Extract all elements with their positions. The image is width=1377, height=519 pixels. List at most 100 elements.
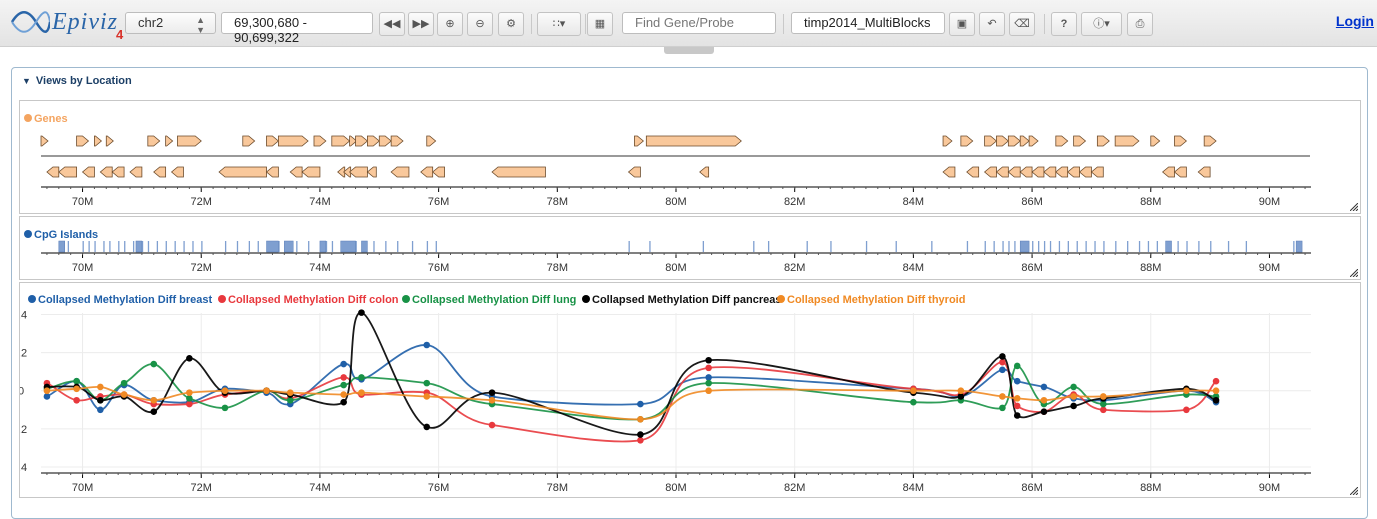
undo-icon: ↶	[987, 18, 997, 30]
data-point	[340, 381, 347, 389]
delete-workspace-button[interactable]: ⌫	[1009, 12, 1035, 36]
select-arrow-icon: ▲ ▼	[196, 15, 205, 35]
data-point	[637, 416, 644, 423]
login-link[interactable]: Login	[1335, 13, 1374, 29]
gene-shape	[313, 135, 327, 147]
gene-shape	[1031, 166, 1045, 178]
cpg-island	[385, 241, 387, 252]
x-tick-label: 84M	[903, 196, 924, 208]
cpg-island-wide	[58, 240, 65, 253]
genes-track-panel: 70M 72M 74M 76M 78M 80M 82M 84M 86M 88M 90M Genes	[19, 100, 1361, 214]
revert-button[interactable]: ↶	[979, 12, 1005, 36]
settings-button[interactable]: ⚙	[498, 12, 524, 36]
cpg-island	[88, 241, 90, 252]
data-point	[637, 431, 644, 438]
cpg-island	[1198, 241, 1200, 252]
gene-shape	[218, 166, 267, 178]
chromosome-select[interactable]: chr2 ▲ ▼	[125, 12, 216, 35]
legend-label: Collapsed Methylation Diff lung	[412, 294, 576, 306]
x-tick-label: 82M	[784, 196, 805, 208]
help-label: ?	[1060, 18, 1068, 30]
location-value: 69,300,680 - 90,699,322	[234, 15, 308, 45]
cpg-island	[702, 241, 705, 252]
data-point	[150, 408, 158, 415]
gene-shape	[1096, 135, 1110, 147]
section-header[interactable]: ▼ Views by Location	[22, 75, 132, 87]
cpg-island	[1156, 241, 1159, 252]
save-workspace-button[interactable]: ▣	[949, 12, 975, 36]
data-point	[910, 387, 917, 395]
move-left-icon: ◀◀	[383, 18, 401, 30]
search-input[interactable]: Find Gene/Probe	[622, 12, 776, 34]
data-point	[286, 389, 294, 396]
gene-shape	[265, 166, 279, 178]
x-tick-label: 74M	[309, 196, 330, 208]
toolbar: Epiviz 4 chr2 ▲ ▼ 69,300,680 - 90,699,322…	[0, 0, 1377, 47]
data-point	[150, 396, 158, 404]
x-tick-label: 78M	[547, 262, 568, 274]
zoom-out-button[interactable]: ⊖	[467, 12, 493, 36]
resize-handle-icon[interactable]	[1350, 269, 1358, 277]
data-point	[1070, 402, 1077, 410]
data-point	[73, 396, 80, 404]
cpg-island	[649, 241, 651, 252]
data-point	[1212, 387, 1220, 395]
zoom-in-button[interactable]: ⊕	[437, 12, 463, 36]
cpg-island	[1227, 241, 1230, 252]
x-tick-label: 88M	[1140, 482, 1161, 494]
gene-shape	[634, 135, 644, 147]
location-input[interactable]: 69,300,680 - 90,699,322	[221, 12, 373, 45]
gene-shape	[1197, 166, 1211, 178]
data-point	[97, 406, 104, 414]
resize-handle-icon[interactable]	[1350, 203, 1358, 211]
toolbar-divider	[1044, 14, 1045, 34]
x-tick-label: 76M	[428, 196, 449, 208]
data-point	[423, 341, 431, 349]
move-left-button[interactable]: ◀◀	[379, 12, 405, 36]
x-tick-label: 86M	[1021, 482, 1042, 494]
toolbar-divider	[531, 14, 532, 34]
toolbar-collapse-handle[interactable]	[664, 47, 714, 54]
data-point	[150, 360, 158, 368]
cpg-island	[1014, 241, 1016, 252]
info-menu-button[interactable]: ⓘ▾	[1081, 12, 1122, 36]
data-point	[186, 355, 193, 362]
gene-shape	[390, 166, 410, 178]
gene-shape	[337, 166, 346, 178]
gene-shape	[645, 135, 742, 147]
cpg-island	[201, 241, 203, 252]
data-point	[488, 389, 496, 396]
chromosome-value: chr2	[138, 15, 164, 30]
cpg-island	[331, 241, 334, 252]
gene-shape	[1203, 135, 1217, 147]
data-point	[488, 421, 496, 429]
cpg-island	[895, 241, 897, 252]
visualization-menu-button[interactable]: ∷▾	[537, 12, 581, 36]
move-right-button[interactable]: ▶▶	[408, 12, 434, 36]
data-point	[1070, 383, 1077, 391]
computed-measurements-button[interactable]: ▦	[587, 12, 613, 36]
help-button[interactable]: ?	[1051, 12, 1077, 36]
data-point	[999, 366, 1006, 374]
cpg-island	[1115, 241, 1117, 252]
cpg-island	[325, 241, 328, 252]
x-tick-label: 90M	[1259, 482, 1280, 494]
print-button[interactable]: ⎙	[1127, 12, 1153, 36]
table-icon: ▦	[594, 18, 606, 30]
data-point	[1099, 393, 1107, 400]
gene-shape	[111, 166, 125, 178]
data-point	[358, 389, 365, 396]
resize-handle-icon[interactable]	[1350, 487, 1358, 495]
workspace-input[interactable]: timp2014_MultiBlocks	[791, 12, 945, 34]
gene-shape	[331, 135, 351, 147]
cpg-legend-dot	[24, 230, 32, 238]
gene-shape	[1007, 166, 1021, 178]
data-point	[120, 379, 128, 387]
cpg-island	[993, 241, 995, 252]
gene-shape	[301, 166, 321, 178]
legend-dot	[218, 295, 226, 303]
gene-shape	[942, 166, 956, 178]
data-point	[186, 395, 193, 402]
data-point	[186, 389, 193, 396]
cpg-island	[1147, 241, 1150, 252]
